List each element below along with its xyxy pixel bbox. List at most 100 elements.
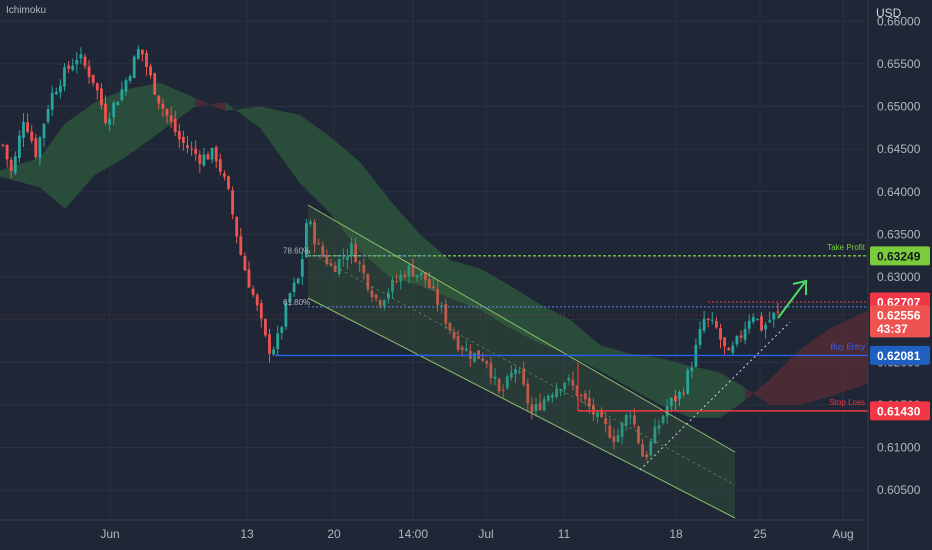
candle-body xyxy=(300,259,304,277)
fib-level-label: 78.60% xyxy=(283,247,310,256)
candle-body xyxy=(218,159,222,172)
candle-body xyxy=(608,425,612,438)
candle-body xyxy=(190,148,193,150)
candle-body xyxy=(460,347,464,351)
candle-body xyxy=(592,404,595,415)
time-tick-label: 14:00 xyxy=(398,527,428,541)
price-tick-label: 0.64000 xyxy=(877,185,921,199)
buy-entry-tag-value: 0.62081 xyxy=(877,349,921,363)
candle-body xyxy=(268,334,271,354)
candle-body xyxy=(678,392,681,400)
candle-body xyxy=(751,316,755,322)
candle-body xyxy=(616,435,620,442)
take-profit-tag xyxy=(870,246,930,266)
candle-body xyxy=(26,122,29,132)
candle-body xyxy=(79,54,83,59)
candle-body xyxy=(715,321,718,328)
candle-body xyxy=(284,302,288,327)
candle-body xyxy=(633,415,636,425)
candles xyxy=(1,45,780,462)
candle-body xyxy=(145,53,148,67)
candle-body xyxy=(493,376,497,379)
candle-body xyxy=(628,415,632,417)
fib-level-label: 61.80% xyxy=(283,298,310,307)
candle-body xyxy=(22,121,25,138)
candle-body xyxy=(604,418,608,425)
candle-body xyxy=(202,154,206,166)
candle-body xyxy=(473,352,476,362)
candle-body xyxy=(440,305,444,307)
price-tick-label: 0.64500 xyxy=(877,142,921,156)
ichimoku-cloud-segment xyxy=(770,349,800,405)
ascending-trendline xyxy=(639,321,791,471)
ichimoku-cloud-segment xyxy=(830,311,868,397)
candle-body xyxy=(760,316,763,331)
candle-body xyxy=(374,294,378,299)
currency-label: USD xyxy=(876,6,902,20)
ichimoku-cloud-segment xyxy=(690,365,720,418)
candle-body xyxy=(772,312,776,320)
take-profit-tag-value: 0.63249 xyxy=(877,249,921,263)
candle-body xyxy=(251,288,255,295)
candle-body xyxy=(354,243,357,263)
candle-body xyxy=(510,372,513,378)
candle-body xyxy=(186,145,189,148)
price-tick-label: 0.65500 xyxy=(877,57,921,71)
ichimoku-cloud-segment xyxy=(450,260,480,310)
candle-body xyxy=(358,262,362,264)
candle-body xyxy=(756,318,759,320)
candle-body xyxy=(280,327,284,333)
candle-body xyxy=(75,60,79,65)
candle-body xyxy=(542,399,546,411)
buy-entry-tag xyxy=(870,345,930,365)
ichimoku-cloud-segment xyxy=(40,123,65,209)
ichimoku-cloud-segment xyxy=(480,268,510,329)
candle-body xyxy=(128,76,132,81)
descending-channel-fill xyxy=(308,205,735,518)
time-tick-label: 20 xyxy=(327,527,341,541)
candle-body xyxy=(669,397,673,406)
candle-body xyxy=(555,389,558,398)
buy-entry-label: Buy Entry xyxy=(830,342,865,351)
time-axis xyxy=(0,520,868,550)
candle-body xyxy=(255,295,259,306)
candle-body xyxy=(288,293,292,303)
candle-body xyxy=(63,67,66,87)
ichimoku-cloud-segment xyxy=(160,82,195,133)
candle-body xyxy=(444,303,448,324)
candle-body xyxy=(682,392,685,394)
candle-body xyxy=(723,337,726,347)
candle-body xyxy=(747,320,751,329)
candle-body xyxy=(534,404,538,412)
candle-body xyxy=(239,236,243,255)
candle-body xyxy=(600,409,603,418)
candle-body xyxy=(67,65,70,69)
candle-body xyxy=(567,378,571,381)
candle-body xyxy=(95,83,99,91)
candle-body xyxy=(296,278,300,284)
candle-body xyxy=(38,137,42,159)
ichimoku-cloud-segment xyxy=(225,102,260,128)
candle-body xyxy=(42,123,46,139)
candle-body xyxy=(243,256,247,271)
candle-body xyxy=(518,370,521,372)
candle-body xyxy=(141,49,144,55)
candle-body xyxy=(177,130,181,140)
time-tick-label: 13 xyxy=(240,527,254,541)
candle-body xyxy=(526,383,530,404)
candle-body xyxy=(264,318,267,336)
candle-body xyxy=(485,361,489,364)
candle-body xyxy=(727,348,731,351)
candle-body xyxy=(596,412,599,418)
indicator-label[interactable]: Ichimoku xyxy=(6,5,47,16)
candle-body xyxy=(30,131,34,141)
candle-body xyxy=(337,259,341,275)
price-tick-label: 0.60500 xyxy=(877,483,921,497)
candle-body xyxy=(407,265,411,277)
candle-body xyxy=(411,265,415,277)
candle-body xyxy=(165,109,169,116)
ichimoku-cloud-segment xyxy=(65,102,95,209)
candle-body xyxy=(194,148,198,155)
candle-body xyxy=(214,147,218,162)
